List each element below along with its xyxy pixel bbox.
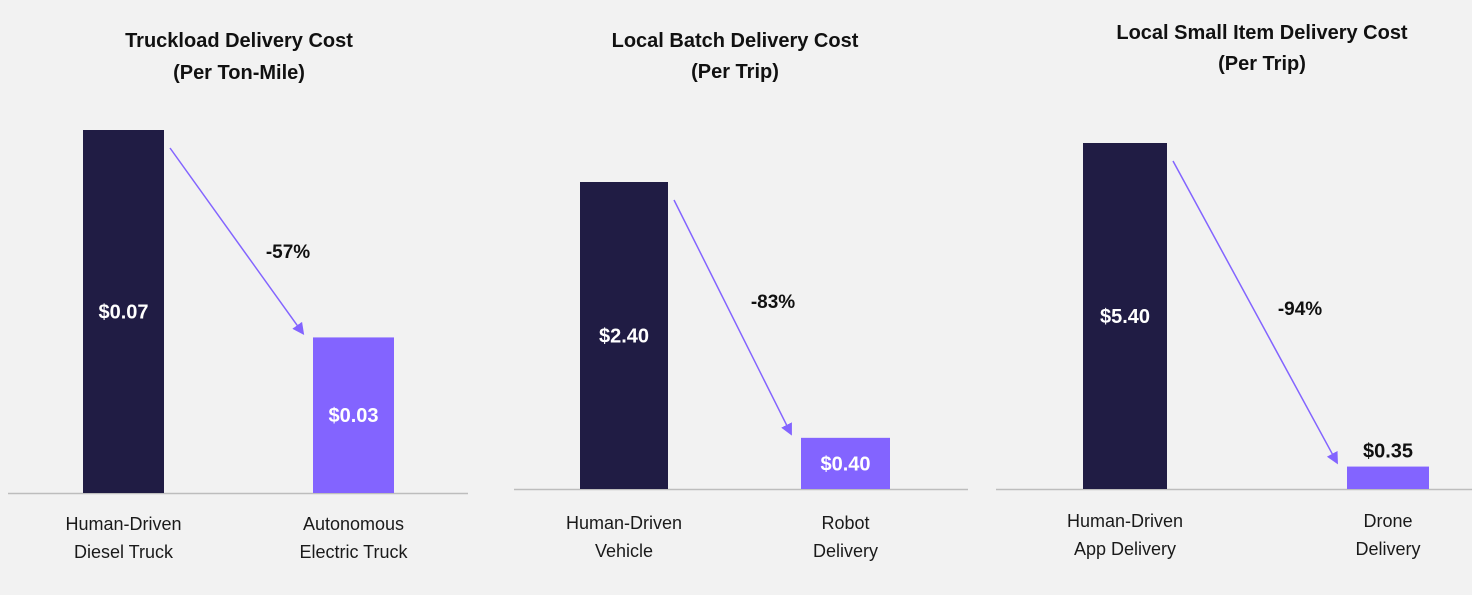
bar-human-driven [1083,143,1167,489]
category-label: Autonomous [303,514,404,534]
bar-value-label: $0.40 [820,453,870,475]
bar-value-label: $0.35 [1363,441,1413,463]
bar-human-driven [83,130,164,493]
category-label: Human-Driven [1067,511,1183,531]
category-label: Electric Truck [299,542,408,562]
chart-subtitle: (Per Trip) [691,61,779,83]
chart-title: Truckload Delivery Cost [125,30,353,52]
percent-change-label: -83% [751,292,795,313]
chart-panel-3: Local Small Item Delivery Cost (Per Trip)… [996,22,1472,559]
percent-change-label: -94% [1278,299,1322,320]
chart-subtitle: (Per Ton-Mile) [173,62,305,84]
decrease-arrow [1172,160,1338,465]
category-label: Vehicle [595,541,653,561]
decrease-arrow [673,199,792,436]
bar-autonomous [313,337,394,493]
chart-title: Local Small Item Delivery Cost [1116,22,1408,44]
chart-title: Local Batch Delivery Cost [612,30,859,52]
category-label: Robot [821,513,869,533]
chart-subtitle: (Per Trip) [1218,53,1306,75]
bar-value-label: $0.03 [328,405,378,427]
bar-value-label: $5.40 [1100,306,1150,328]
category-label: Delivery [1355,539,1420,559]
chart-panel-2: Local Batch Delivery Cost (Per Trip) $2.40… [514,30,968,561]
bar-human-driven [580,182,668,489]
bar-value-label: $2.40 [599,326,649,348]
bar-value-label: $0.07 [98,302,148,324]
category-label: Human-Driven [566,513,682,533]
category-label: Drone [1363,511,1412,531]
percent-change-label: -57% [266,242,310,263]
category-label: App Delivery [1074,539,1176,559]
category-label: Delivery [813,541,878,561]
bar-autonomous [801,437,890,489]
chart-panel-1: Truckload Delivery Cost (Per Ton-Mile) $0.… [8,30,468,562]
bar-autonomous [1347,466,1429,489]
category-label: Human-Driven [65,514,181,534]
category-label: Diesel Truck [74,542,174,562]
decrease-arrow [169,147,305,336]
